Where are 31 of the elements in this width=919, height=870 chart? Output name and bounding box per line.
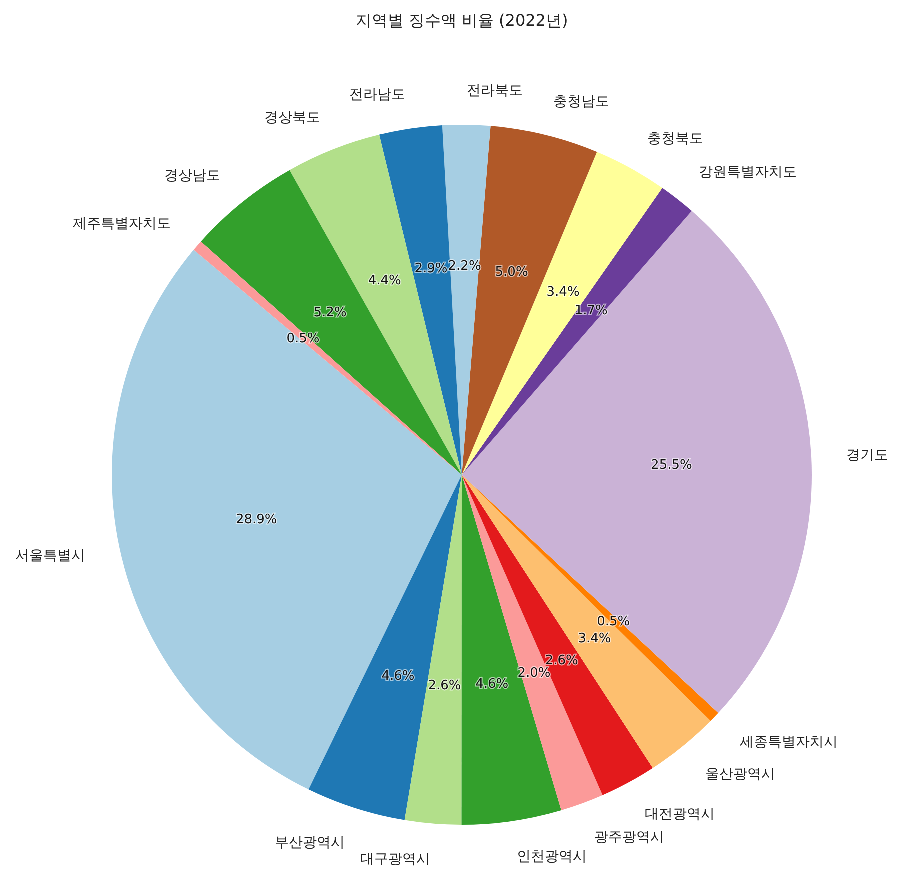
data-label: 0.5% bbox=[286, 332, 320, 347]
slice-label: 대구광역시 bbox=[360, 852, 430, 868]
data-label: 3.4% bbox=[578, 632, 612, 647]
slice-label: 강원특별자치도 bbox=[699, 164, 798, 181]
data-label: 5.2% bbox=[314, 305, 347, 320]
slice-label: 전라남도 bbox=[350, 87, 406, 104]
chart-title: 지역별 징수액 비율 (2022년) bbox=[356, 11, 568, 30]
slice-label: 서울특별시 bbox=[15, 548, 86, 564]
slice-label: 충청북도 bbox=[648, 130, 704, 147]
data-label: 2.6% bbox=[428, 678, 462, 694]
data-label: 4.4% bbox=[368, 274, 402, 289]
slice-label: 부산광역시 bbox=[275, 834, 346, 851]
slice-label: 울산광역시 bbox=[705, 766, 776, 782]
data-label: 28.9% bbox=[236, 512, 278, 528]
data-label: 5.0% bbox=[495, 264, 528, 280]
slice-label: 경기도 bbox=[846, 448, 888, 464]
slice-label: 충청남도 bbox=[553, 94, 610, 110]
data-label: 25.5% bbox=[651, 458, 692, 473]
slice-label: 제주특별자치도 bbox=[72, 216, 171, 232]
data-label: 3.4% bbox=[546, 285, 580, 300]
data-label: 4.6% bbox=[476, 676, 509, 692]
slice-label: 전라북도 bbox=[467, 83, 524, 100]
slice-label: 대전광역시 bbox=[645, 806, 716, 823]
slice-label: 경상북도 bbox=[264, 110, 321, 126]
slice-label: 인천광역시 bbox=[517, 849, 588, 866]
slice-label: 세종특별자치시 bbox=[740, 734, 838, 750]
data-label: 0.5% bbox=[597, 614, 630, 630]
slice-label: 경상남도 bbox=[164, 168, 221, 184]
slice-label: 광주광역시 bbox=[594, 830, 664, 846]
data-label: 2.9% bbox=[414, 261, 448, 276]
data-label: 4.6% bbox=[382, 669, 415, 684]
